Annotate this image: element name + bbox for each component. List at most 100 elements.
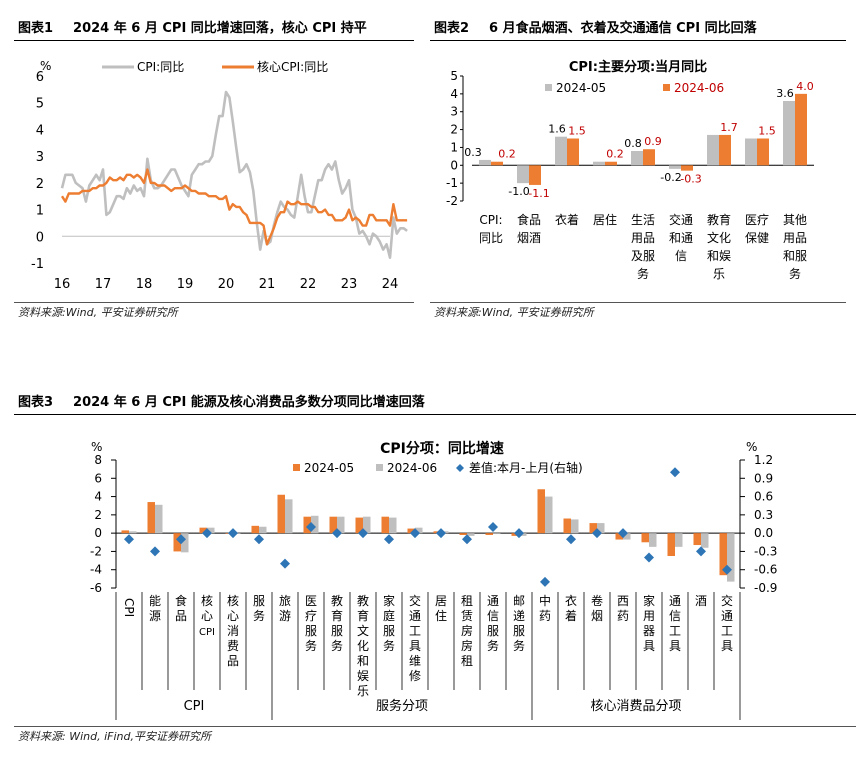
chart3-bar-jun (467, 533, 475, 536)
chart2-category-label: 生活用品及服务 (631, 213, 655, 281)
chart2-data-label-jun: 1.5 (758, 125, 776, 138)
chart2-bar-may (479, 159, 491, 166)
chart1-x-tick-label: 20 (218, 277, 235, 292)
chart3-bar-may (251, 525, 259, 534)
chart3-category-label-char: 游 (279, 609, 291, 623)
chart1-y-tick-label: -1 (31, 257, 44, 272)
chart3-bar-jun (129, 531, 137, 534)
chart3-number: 图表3 (18, 395, 54, 410)
chart3-category-label-char: 乐 (357, 684, 369, 698)
chart3-diff-marker (358, 528, 368, 539)
chart2-bar-jun (605, 161, 617, 166)
chart1-x-tick-label: 21 (259, 277, 276, 292)
chart2-legend-label-may: 2024-05 (556, 81, 606, 95)
chart1-title: 图表1 2024 年 6 月 CPI 同比增速回落，核心 CPI 持平 (18, 18, 414, 40)
chart3-legend-label-may: 2024-05 (304, 461, 354, 475)
chart1-x-tick-label: 22 (300, 277, 317, 292)
chart3-diff-marker (644, 552, 654, 563)
chart3-category-label: 家用器具 (643, 593, 655, 653)
chart3-category-label-char: 和 (357, 654, 369, 668)
chart3-bar-jun (649, 533, 657, 547)
chart2-bar-jun (567, 138, 579, 166)
chart3-category-label-char: 务 (305, 638, 317, 653)
chart3-bar-jun (363, 516, 371, 534)
chart3-bar-may (381, 516, 389, 534)
chart3-category-label-char: 旅 (279, 594, 291, 608)
chart3-diff-marker (176, 534, 186, 545)
chart3-category-label-char: 通 (409, 609, 421, 623)
chart3-diff-marker (150, 546, 160, 557)
chart2-title-rule (430, 40, 846, 41)
chart2-data-label-jun: 0.2 (498, 148, 516, 161)
chart2-y-tick-label: 3 (450, 105, 458, 119)
chart3-legend-swatch-may (293, 464, 300, 471)
chart1-legend-label-cpi: CPI:同比 (137, 60, 184, 74)
chart3-category-label-char: 服 (513, 624, 525, 638)
chart1-heading: 2024 年 6 月 CPI 同比增速回落，核心 CPI 持平 (73, 21, 367, 36)
chart3-bar-may (563, 518, 571, 534)
chart3-bar-may (485, 533, 493, 535)
chart2-category-label-line: 信 (675, 249, 687, 263)
chart2-category-label-line: 和通 (669, 231, 693, 245)
chart3-category-label-char: 务 (383, 638, 395, 653)
chart1-series-line-cpi (60, 90, 408, 259)
chart3-category-label-char: 信 (487, 609, 499, 623)
chart3-diff-marker (436, 528, 446, 539)
chart3-category-label: 租赁房房租 (461, 594, 473, 668)
chart1-y-tick-label: 4 (36, 123, 44, 138)
chart3-bar-jun (519, 533, 527, 536)
chart3-category-label: 教育文化和娱乐 (357, 593, 369, 698)
chart2-bar-may (631, 151, 643, 166)
chart2-category-label-line: 和娱 (707, 249, 731, 263)
chart3-category-label-char: 修 (409, 668, 421, 683)
chart1-x-tick-label: 17 (95, 277, 112, 292)
chart3-y-tick-label-left: 6 (94, 471, 102, 485)
chart3-bar-jun (181, 533, 189, 553)
chart3-category-label-char: 服 (331, 624, 343, 638)
chart2-category-label-line: 食品 (517, 212, 541, 227)
chart3-category-label: 食品 (175, 593, 187, 623)
chart3-category-label-char: 核 (227, 594, 239, 608)
chart3-category-label-char: 药 (539, 609, 551, 623)
chart2-legend-swatch-may (545, 84, 552, 91)
chart1-y-tick-label: 3 (36, 150, 44, 165)
chart3-category-label-char: 递 (513, 609, 525, 623)
chart3-category-label: 旅游 (279, 594, 291, 623)
chart3-bar-jun (207, 527, 215, 534)
chart3-category-label-char: 房 (461, 638, 473, 653)
chart3-category-label: 服务 (253, 594, 265, 623)
chart3-bar-may (667, 533, 675, 556)
chart3-category-label-char: 心 (227, 609, 239, 623)
chart3-source-rule (14, 726, 856, 727)
chart2-data-label-jun: 0.2 (606, 148, 624, 161)
chart3-category-label: 能源 (149, 594, 161, 623)
chart3-category-label-char: 品 (175, 609, 187, 623)
chart3-category-label: 西药 (617, 594, 629, 623)
chart3-bar-jun (623, 533, 631, 540)
chart2-category-label-line: 用品 (783, 231, 807, 245)
chart2-category-label-line: 衣着 (555, 212, 579, 227)
chart3-category-label-char: 教 (357, 593, 369, 608)
chart3-bar-may (641, 533, 649, 543)
chart1-x-tick-label: 24 (382, 277, 399, 292)
chart3-legend-swatch-diff (456, 464, 464, 472)
chart1-y-tick-label: 5 (36, 97, 44, 112)
chart2-y-tick-label: 5 (450, 69, 458, 83)
chart3-bar-may (589, 523, 597, 534)
chart3-category-label-char: 庭 (383, 608, 395, 623)
chart2-category-label: CPI: 同比 (479, 213, 503, 245)
chart3-category-label-char: 消 (227, 624, 239, 638)
chart3-category-label-char: 中 (539, 593, 551, 608)
chart3-category-label-char: 维 (409, 654, 421, 668)
chart3-category-label-char: 务 (253, 608, 265, 623)
chart2-data-label-jun: 1.5 (568, 125, 586, 138)
chart3-bar-may (511, 533, 519, 536)
chart3-category-label: 酒 (695, 594, 707, 608)
chart3-bar-may (615, 533, 623, 540)
chart2-category-label-line: 及服 (631, 249, 655, 263)
chart2-bar-may (555, 136, 567, 166)
chart2-y-tick-label: 4 (450, 87, 458, 101)
chart2-category-label-line: 文化 (707, 230, 731, 245)
chart2-category-label-line: 同比 (479, 231, 503, 245)
chart3-y-tick-label-right: 0.6 (754, 490, 773, 504)
